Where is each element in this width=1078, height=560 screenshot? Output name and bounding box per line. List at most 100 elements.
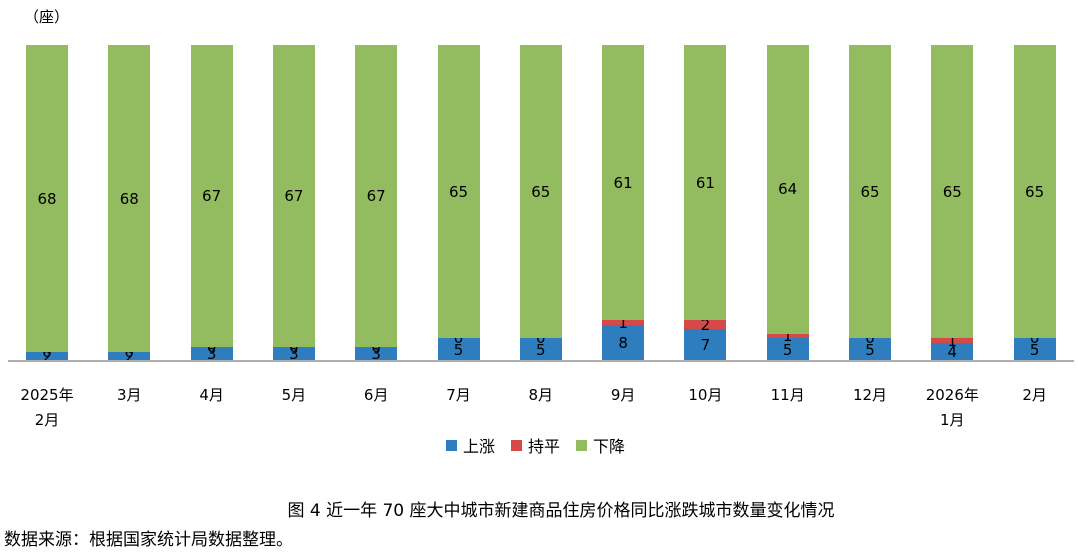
data-label-flat: 0 [1029, 329, 1040, 348]
data-label-up: 7 [700, 336, 711, 355]
data-label-down: 65 [448, 182, 469, 201]
data-label-flat: 1 [618, 313, 628, 332]
data-label-flat: 0 [865, 329, 875, 348]
bar-segment-up: 5 [1013, 338, 1056, 361]
data-label-down: 67 [366, 187, 386, 206]
bar-segment-down: 65 [437, 45, 480, 339]
data-label-down: 65 [531, 182, 551, 201]
bar-segment-up: 3 [272, 347, 315, 362]
legend-item-flat: 持平 [511, 433, 560, 457]
bar-stack: 3 0 67 [190, 45, 233, 364]
x-tick-label: 5月 [281, 386, 307, 404]
data-label-flat: 0 [289, 338, 299, 357]
legend-item-up: 上涨 [446, 433, 495, 457]
data-label-down: 68 [37, 189, 57, 208]
data-label-down: 65 [942, 182, 962, 201]
bar-segment-up: 5 [766, 338, 809, 361]
x-tick-label: 3月 [117, 386, 142, 404]
bar-stack: 2 0 68 [108, 45, 151, 364]
bar-segment-up: 4 [931, 342, 974, 361]
legend-swatch-down [576, 439, 588, 451]
bar-segment-up: 3 [190, 345, 233, 364]
bar-segment-up: 5 [437, 338, 480, 361]
legend-label-up: 上涨 [463, 437, 496, 456]
data-label-down: 65 [1025, 182, 1045, 201]
data-label-flat: 0 [42, 342, 52, 361]
bar-stack: 3 0 67 [355, 45, 398, 364]
bar-stack: 4 1 65 [931, 45, 974, 361]
data-label-down: 65 [860, 182, 880, 201]
bar-segment-flat: 2 [684, 317, 727, 332]
bar-segment-up: 3 [355, 345, 398, 364]
bar-stack: 5 0 65 [1013, 45, 1056, 361]
bar-stack: 5 0 65 [519, 45, 562, 361]
bar-segment-up: 2 [108, 349, 151, 364]
data-label-up: 3 [206, 345, 217, 364]
bar-stack: 5 1 64 [766, 45, 809, 361]
data-label-up: 5 [1029, 340, 1040, 359]
bar-segment-down: 65 [849, 45, 891, 339]
legend-item-down: 下降 [576, 433, 625, 457]
bar-stack: 5 0 65 [849, 45, 891, 361]
legend-swatch-up [446, 439, 457, 451]
x-tick-label: 4月 [199, 386, 224, 404]
x-tick-label: 2月 [1022, 386, 1047, 404]
data-label-flat: 0 [206, 338, 217, 357]
data-label-down: 61 [695, 173, 715, 192]
data-label-down: 67 [284, 187, 304, 206]
bar-stack: 5 0 65 [437, 45, 480, 361]
bar-segment-down: 68 [26, 45, 68, 352]
data-label-down: 64 [778, 180, 798, 199]
data-label-up: 5 [536, 340, 546, 359]
legend-label-down: 下降 [593, 437, 626, 456]
legend-swatch-flat [511, 439, 523, 451]
data-label-up: 4 [947, 342, 958, 361]
bar-segment-up: 8 [602, 324, 645, 361]
data-label-flat: 0 [371, 338, 381, 357]
bar-segment-down: 64 [766, 45, 809, 334]
data-label-up: 2 [124, 347, 135, 366]
bar-stack: 2 0 68 [26, 45, 68, 364]
bar-segment-down: 61 [602, 45, 645, 321]
x-tick-label: 10月 [688, 386, 723, 404]
bar-segment-up: 7 [684, 329, 727, 361]
data-label-up: 2 [42, 347, 52, 366]
data-label-flat: 0 [536, 329, 546, 348]
bar-segment-up: 5 [519, 338, 562, 361]
bar-segment-flat: 1 [931, 333, 974, 348]
bar-segment-down: 65 [931, 45, 974, 339]
bar-segment-down: 65 [519, 45, 562, 339]
bar-segment-down: 67 [272, 45, 315, 348]
bar-segment-down: 65 [1013, 45, 1056, 339]
data-source-note: 数据来源：根据国家统计局数据整理。 [4, 530, 293, 550]
legend: 上涨 持平 下降 [446, 433, 625, 457]
x-tick-label: 6月 [363, 386, 389, 404]
data-label-up: 3 [371, 345, 381, 364]
bar-segment-down: 67 [190, 45, 233, 348]
bar-stack: 3 0 67 [272, 45, 315, 362]
data-label-up: 5 [453, 340, 464, 359]
bar-segment-flat: 1 [602, 315, 645, 330]
x-tick-label: 11月 [770, 386, 805, 404]
x-tick-label: 7月 [446, 386, 471, 404]
bar-segment-down: 67 [355, 45, 398, 348]
data-label-down: 67 [202, 187, 222, 206]
bar-segment-down: 61 [684, 45, 727, 321]
data-label-flat: 0 [453, 329, 464, 348]
data-label-flat: 2 [700, 315, 711, 334]
data-label-flat: 0 [124, 342, 135, 361]
data-label-flat: 1 [947, 331, 958, 350]
bar-segment-up: 2 [26, 349, 68, 364]
x-tick-label: 2026年 1月 [925, 386, 979, 429]
x-tick-label: 9月 [610, 386, 636, 404]
x-tick-label: 8月 [528, 386, 554, 404]
legend-label-flat: 持平 [528, 437, 561, 456]
data-label-up: 8 [618, 333, 628, 352]
x-tick-label: 2025年 2月 [20, 386, 74, 429]
x-tick-label: 12月 [852, 386, 888, 404]
bar-segment-up: 5 [849, 338, 891, 361]
y-unit-label: （座） [24, 8, 70, 26]
bar-stack: 7 2 61 [684, 45, 727, 361]
data-label-down: 68 [119, 189, 139, 208]
bar-segment-down: 68 [108, 45, 151, 352]
